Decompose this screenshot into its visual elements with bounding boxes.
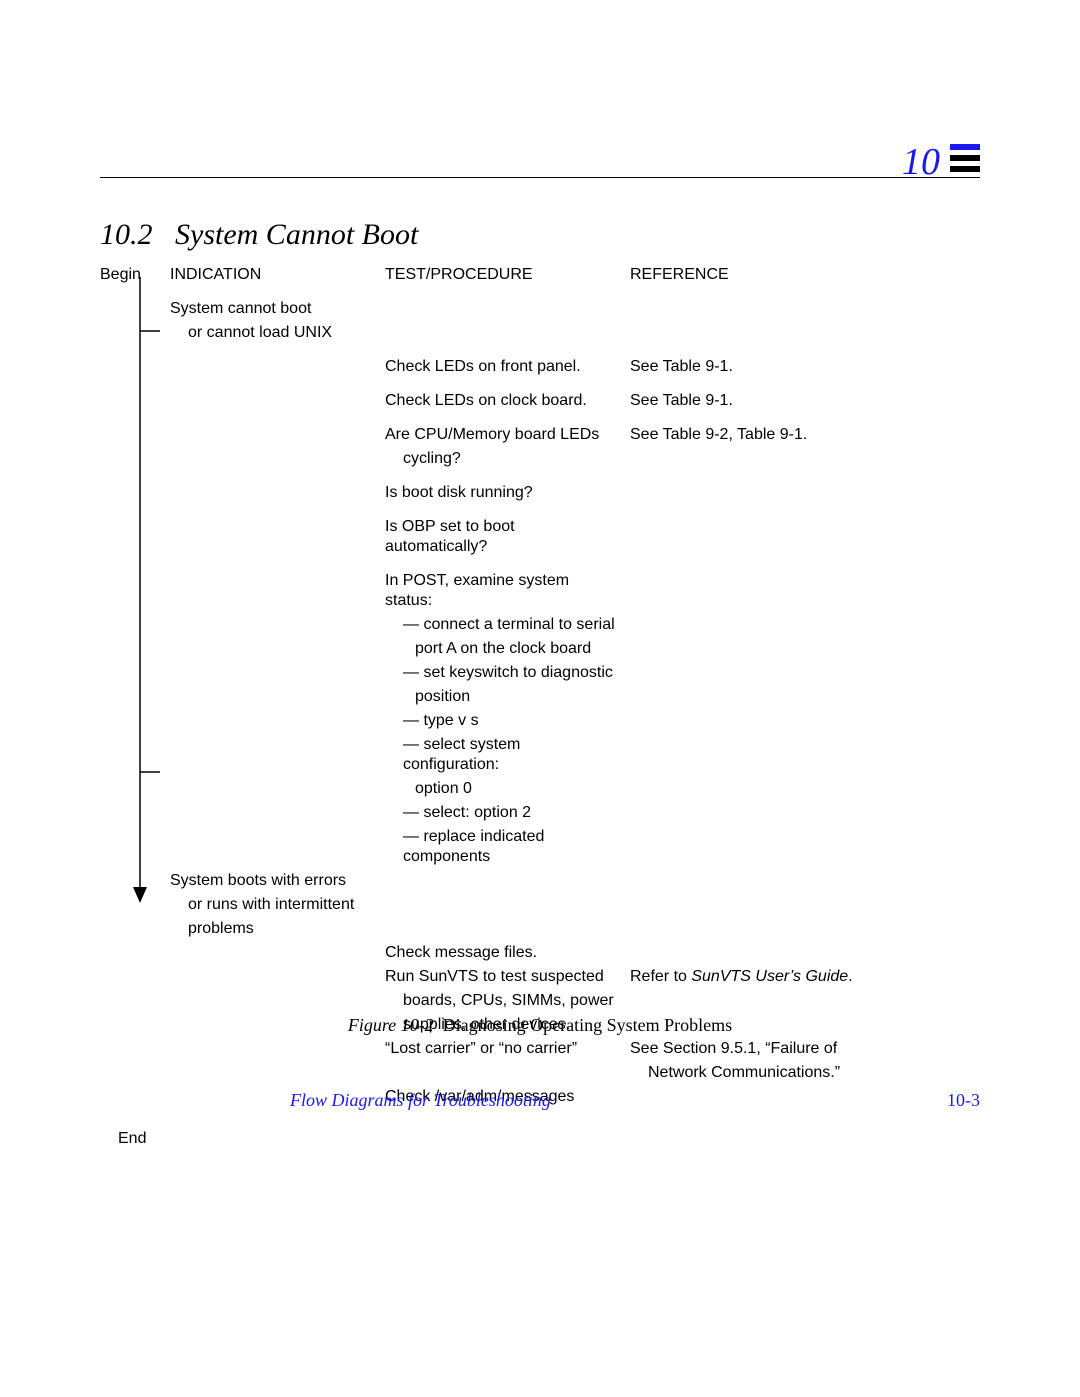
chapter-number: 10 xyxy=(902,140,940,184)
ref-1: See Table 9-1. xyxy=(630,357,980,377)
b2-test-2b: boards, CPUs, SIMMs, power xyxy=(385,991,630,1011)
figure-text: Diagnosing Operating System Problems xyxy=(443,1015,732,1035)
col-reference: REFERENCE xyxy=(630,265,980,285)
section-number: 10.2 xyxy=(100,218,153,251)
test-3a: Are CPU/Memory board LEDs xyxy=(385,425,630,445)
section-title: 10.2 System Cannot Boot xyxy=(100,218,418,252)
test-1: Check LEDs on front panel. xyxy=(385,357,630,377)
footer-chapter-title: Flow Diagrams for Troubleshooting xyxy=(290,1090,551,1111)
b2-test-2a: Run SunVTS to test suspected xyxy=(385,967,630,987)
test-6d2: option 0 xyxy=(385,779,630,799)
indication-2-line3: problems xyxy=(170,919,385,939)
ref-2: See Table 9-1. xyxy=(630,391,980,411)
footer-page-number: 10-3 xyxy=(947,1090,980,1111)
top-rule xyxy=(100,177,980,178)
test-4: Is boot disk running? xyxy=(385,483,630,503)
b2-ref-3b: Network Communications.” xyxy=(630,1063,980,1083)
chapter-icon xyxy=(950,144,980,174)
test-6a2: port A on the clock board xyxy=(385,639,630,659)
section-name: System Cannot Boot xyxy=(175,218,418,251)
ref-3: See Table 9-2, Table 9-1. xyxy=(630,425,980,445)
test-3b: cycling? xyxy=(385,449,630,469)
column-headers: Begin INDICATION TEST/PROCEDURE REFERENC… xyxy=(100,265,980,285)
test-5: Is OBP set to boot automatically? xyxy=(385,517,630,557)
col-indication: INDICATION xyxy=(170,265,385,285)
test-6f: — replace indicated components xyxy=(385,827,630,867)
test-6-intro: In POST, examine system status: xyxy=(385,571,630,611)
b2-ref-3a: See Section 9.5.1, “Failure of xyxy=(630,1039,980,1059)
test-6e: — select: option 2 xyxy=(385,803,630,823)
indication-2-line1: System boots with errors xyxy=(170,871,385,891)
test-6b2: position xyxy=(385,687,630,707)
end-label: End xyxy=(100,1129,170,1149)
test-6b1: — set keyswitch to diagnostic xyxy=(385,663,630,683)
b2-test-1: Check message files. xyxy=(385,943,630,963)
indication-1-line2: or cannot load UNIX xyxy=(170,323,385,343)
page: 10 10.2 System Cannot Boot Begin INDICAT… xyxy=(0,0,1080,1397)
indication-1-line1: System cannot boot xyxy=(170,299,385,319)
indication-2-line2: or runs with intermittent xyxy=(170,895,385,915)
test-6d1: — select system configuration: xyxy=(385,735,630,775)
col-test: TEST/PROCEDURE xyxy=(385,265,630,285)
test-6a1: — connect a terminal to serial xyxy=(385,615,630,635)
b2-test-3: “Lost carrier” or “no carrier” xyxy=(385,1039,630,1059)
test-2: Check LEDs on clock board. xyxy=(385,391,630,411)
b2-ref-2: Refer to SunVTS User’s Guide. xyxy=(630,967,980,987)
test-6c: — type v s xyxy=(385,711,630,731)
figure-caption: Figure 10-2 Diagnosing Operating System … xyxy=(0,1015,1080,1036)
col-begin: Begin xyxy=(100,265,170,285)
figure-label: Figure 10-2 xyxy=(348,1015,434,1035)
